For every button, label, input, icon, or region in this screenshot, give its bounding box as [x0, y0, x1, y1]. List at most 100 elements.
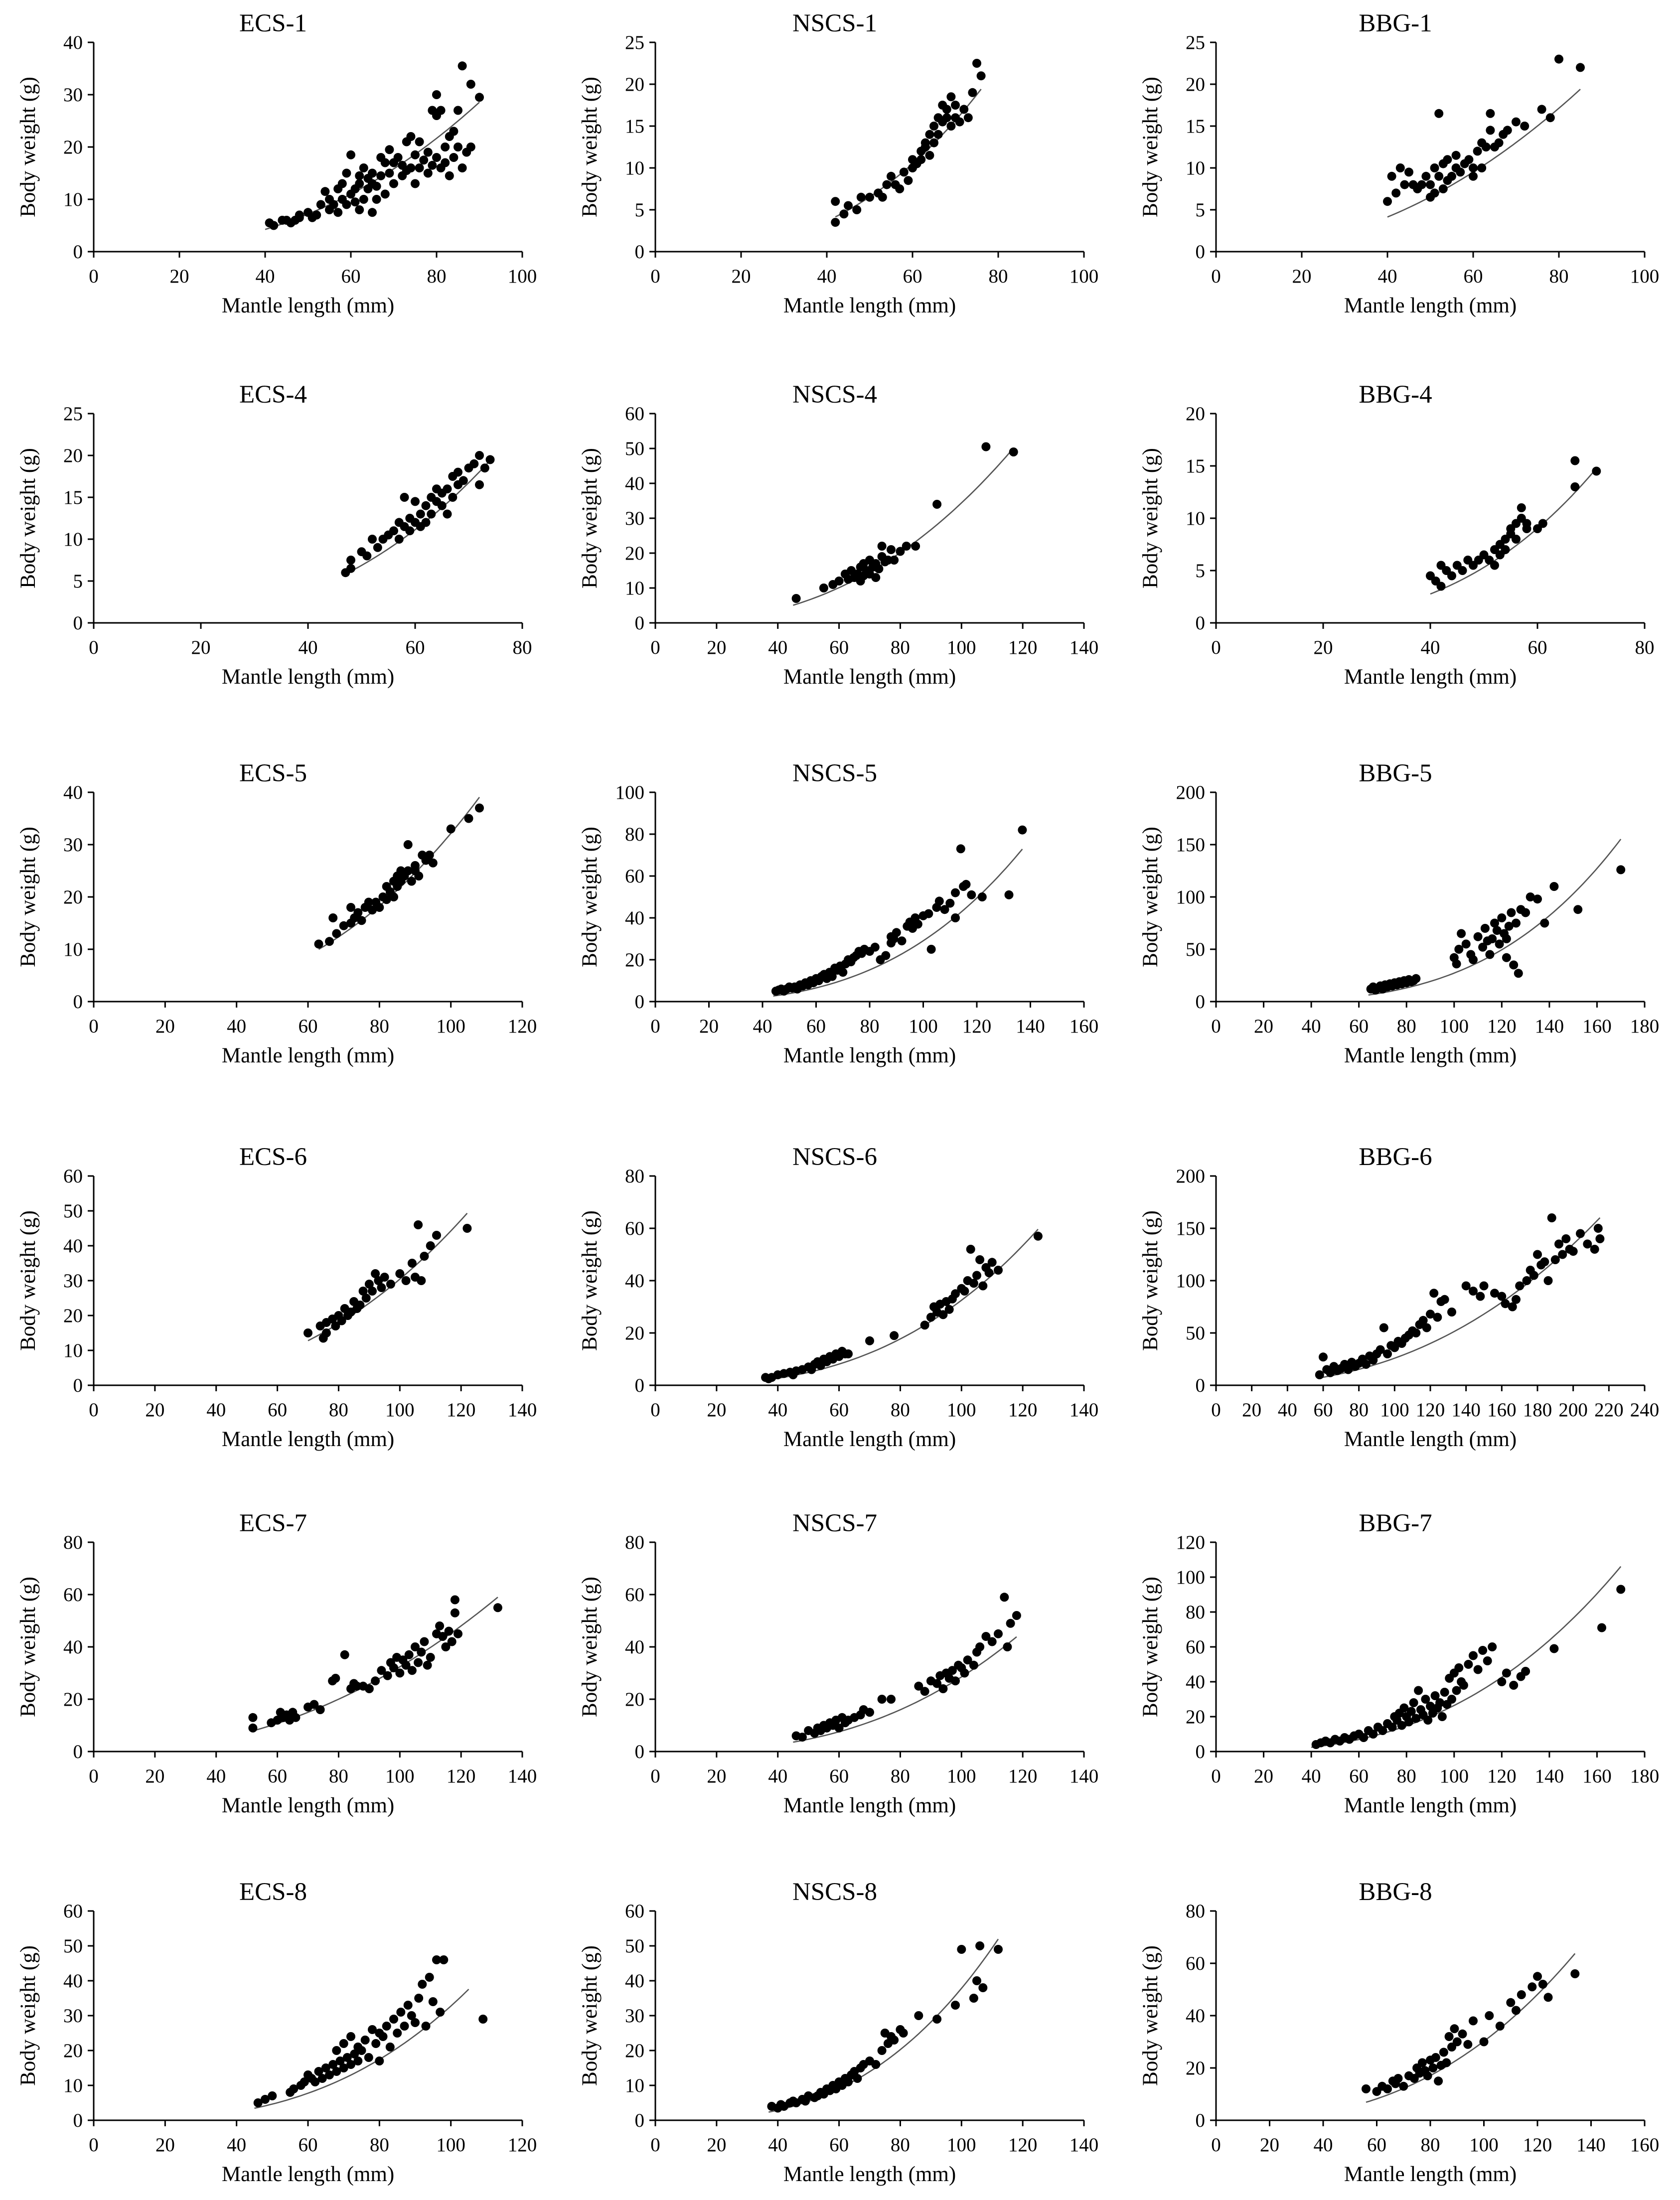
data-point [415, 137, 424, 147]
x-tick-label: 60 [903, 266, 922, 287]
x-tick-label: 180 [1523, 1399, 1552, 1421]
data-point [1018, 825, 1027, 835]
data-point [951, 913, 960, 922]
data-point [437, 501, 447, 510]
y-tick-label: 100 [615, 782, 645, 803]
data-point [419, 155, 429, 165]
data-point [346, 564, 355, 573]
data-point [1319, 1352, 1328, 1362]
x-tick-label: 20 [707, 637, 726, 658]
y-tick-label: 150 [1176, 834, 1206, 856]
y-tick-label: 20 [1186, 403, 1205, 425]
data-point [1400, 180, 1409, 189]
y-axis-label: Body weight (g) [578, 827, 602, 967]
panel-title: BBG-1 [1359, 9, 1432, 37]
data-point [834, 577, 844, 586]
data-point [448, 493, 458, 502]
x-tick-label: 80 [891, 1399, 910, 1421]
data-point [441, 1642, 451, 1651]
data-point [316, 200, 325, 209]
x-tick-label: 40 [768, 1765, 787, 1787]
x-tick-label: 120 [962, 1016, 992, 1037]
x-tick-label: 0 [89, 266, 99, 287]
data-point [963, 113, 973, 123]
data-point [350, 2050, 359, 2058]
x-tick-label: 60 [829, 637, 849, 658]
x-tick-label: 160 [1630, 2134, 1660, 2156]
x-tick-label: 0 [650, 2134, 660, 2156]
x-tick-label: 60 [829, 1399, 849, 1421]
data-point [355, 171, 364, 180]
y-tick-label: 25 [63, 403, 83, 425]
y-axis-label: Body weight (g) [578, 1577, 602, 1717]
x-tick-label: 40 [768, 1399, 787, 1421]
data-point [339, 2039, 348, 2048]
data-point [865, 1336, 874, 1345]
data-point [1540, 1257, 1549, 1267]
data-point [400, 2022, 409, 2031]
panel-bbg-1: BBG-1 0 5 10 15 20 25 0 20 40 60 80 100 Mantle length… [1139, 9, 1659, 317]
data-point [1537, 105, 1546, 114]
x-tick-label: 180 [1630, 1016, 1660, 1037]
data-point [920, 1687, 929, 1696]
x-tick-label: 80 [370, 1016, 389, 1037]
data-point [337, 179, 347, 188]
x-tick-label: 0 [650, 1765, 660, 1787]
y-tick-label: 80 [1186, 1901, 1205, 1922]
y-tick-label: 0 [73, 2110, 83, 2131]
data-point [791, 594, 801, 603]
data-point [877, 542, 887, 551]
data-point [380, 158, 390, 167]
x-tick-label: 80 [427, 266, 447, 287]
data-point [314, 2067, 323, 2076]
x-tick-label: 80 [1635, 637, 1655, 658]
data-point [878, 192, 887, 202]
panel-title: NSCS-8 [792, 1878, 877, 1906]
x-axis-label: Mantle length (mm) [222, 1794, 394, 1817]
x-tick-label: 140 [508, 1399, 537, 1421]
data-point [368, 1287, 377, 1296]
data-point [364, 2053, 373, 2062]
data-point [310, 2077, 320, 2086]
x-tick-label: 40 [753, 1016, 772, 1037]
y-tick-label: 200 [1176, 782, 1206, 803]
data-point [1486, 126, 1495, 135]
data-point [1440, 1688, 1449, 1697]
x-tick-label: 80 [891, 2134, 910, 2156]
x-tick-label: 120 [1008, 1765, 1038, 1787]
data-point [364, 897, 373, 907]
x-tick-label: 140 [1535, 1765, 1564, 1787]
y-axis-label: Body weight (g) [578, 1945, 602, 2086]
data-point [966, 1245, 975, 1254]
y-tick-label: 40 [63, 782, 83, 803]
data-point [462, 1224, 472, 1233]
data-point [375, 903, 384, 912]
x-tick-label: 60 [829, 2134, 849, 2156]
data-point [890, 1331, 899, 1340]
y-tick-label: 40 [625, 907, 644, 929]
data-point [926, 945, 936, 954]
y-tick-label: 80 [1186, 1602, 1205, 1623]
data-point [1457, 929, 1466, 938]
data-point [1549, 1644, 1559, 1653]
data-point [932, 2015, 942, 2024]
data-point [1473, 147, 1482, 156]
y-tick-label: 10 [63, 2075, 83, 2096]
data-point [289, 2084, 299, 2093]
data-point [458, 476, 468, 485]
data-point [420, 1637, 429, 1646]
x-tick-label: 40 [227, 1016, 246, 1037]
x-tick-label: 200 [1558, 1399, 1588, 1421]
y-tick-label: 0 [635, 991, 645, 1013]
data-point [411, 150, 420, 159]
x-tick-label: 80 [1397, 1016, 1416, 1037]
y-tick-label: 200 [1176, 1166, 1206, 1187]
data-point [946, 122, 956, 131]
data-point [870, 942, 880, 952]
data-point [1369, 1730, 1378, 1739]
x-tick-label: 20 [732, 266, 751, 287]
panel-ecs-4: ECS-4 0 5 10 15 20 25 0 20 40 60 80 Mantle length (m… [16, 381, 532, 689]
y-tick-label: 50 [625, 1935, 644, 1957]
data-point [1512, 1295, 1521, 1304]
data-point [416, 509, 425, 519]
